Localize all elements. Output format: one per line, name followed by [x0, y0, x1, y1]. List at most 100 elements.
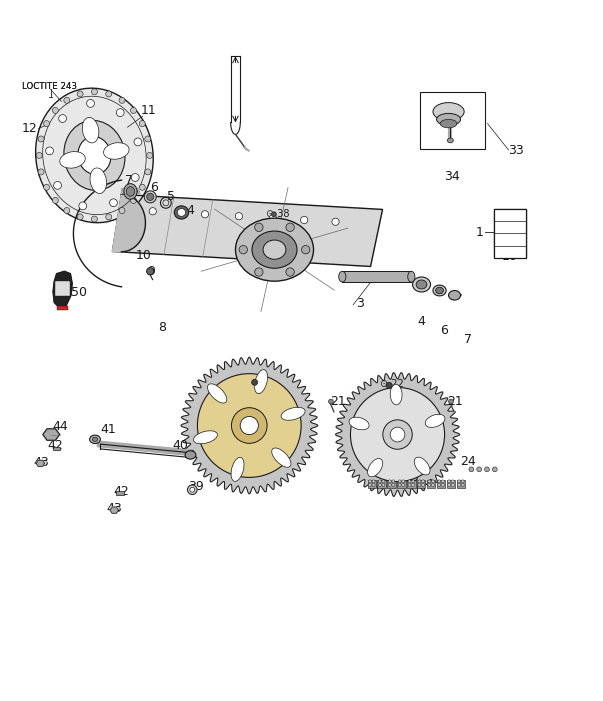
Circle shape	[36, 152, 42, 158]
Ellipse shape	[433, 285, 446, 296]
Circle shape	[438, 484, 441, 486]
Ellipse shape	[144, 191, 156, 203]
Ellipse shape	[339, 271, 346, 282]
Bar	[494, 210, 526, 257]
Text: 43: 43	[106, 502, 122, 515]
Circle shape	[388, 480, 391, 483]
Polygon shape	[336, 373, 459, 496]
Circle shape	[372, 484, 375, 486]
Circle shape	[251, 379, 257, 386]
Circle shape	[58, 114, 66, 123]
Ellipse shape	[449, 290, 461, 300]
Circle shape	[235, 212, 242, 220]
Circle shape	[201, 210, 209, 218]
Text: 42: 42	[48, 439, 63, 452]
Bar	[397, 479, 406, 488]
Circle shape	[451, 484, 454, 486]
Text: 7: 7	[125, 174, 133, 186]
Circle shape	[139, 121, 145, 127]
Circle shape	[432, 480, 434, 483]
Circle shape	[64, 207, 70, 214]
Text: 34: 34	[444, 170, 460, 183]
Circle shape	[447, 484, 450, 486]
Ellipse shape	[390, 427, 405, 442]
Ellipse shape	[231, 457, 244, 482]
Ellipse shape	[440, 119, 457, 128]
Circle shape	[441, 484, 444, 486]
Text: 4: 4	[418, 315, 426, 328]
Bar	[447, 479, 455, 488]
Text: 43: 43	[34, 456, 49, 469]
Text: ⊙ 22: ⊙ 22	[244, 376, 268, 386]
Circle shape	[43, 121, 49, 127]
Circle shape	[92, 216, 98, 222]
Bar	[53, 447, 60, 450]
Ellipse shape	[437, 114, 461, 125]
Text: 1: 1	[475, 226, 483, 239]
Bar	[343, 271, 411, 282]
Ellipse shape	[263, 240, 286, 259]
Circle shape	[332, 218, 339, 225]
Circle shape	[461, 484, 464, 486]
Circle shape	[412, 480, 415, 483]
Circle shape	[286, 223, 294, 231]
Circle shape	[149, 207, 156, 215]
Circle shape	[110, 199, 118, 207]
Polygon shape	[112, 194, 145, 252]
Text: 6: 6	[150, 181, 158, 193]
Circle shape	[378, 484, 381, 486]
Ellipse shape	[240, 416, 258, 435]
Ellipse shape	[207, 384, 227, 403]
Ellipse shape	[236, 218, 314, 281]
Circle shape	[92, 89, 98, 95]
Text: LOCTITE 243: LOCTITE 243	[22, 82, 77, 91]
Text: 21: 21	[447, 395, 463, 408]
Circle shape	[301, 217, 308, 224]
Circle shape	[438, 480, 441, 483]
Circle shape	[418, 484, 421, 486]
Circle shape	[52, 198, 58, 203]
Ellipse shape	[147, 193, 154, 200]
Text: 23: 23	[403, 470, 419, 484]
Circle shape	[372, 480, 375, 483]
Polygon shape	[43, 429, 60, 440]
Bar	[367, 479, 376, 488]
Ellipse shape	[126, 186, 134, 196]
Ellipse shape	[124, 184, 137, 199]
Text: 11: 11	[140, 104, 156, 117]
Text: 9: 9	[506, 239, 514, 252]
Text: 6: 6	[440, 324, 447, 337]
Ellipse shape	[414, 457, 430, 475]
Circle shape	[469, 467, 474, 472]
Ellipse shape	[390, 384, 402, 405]
Bar	[57, 306, 68, 311]
Circle shape	[130, 107, 136, 114]
Circle shape	[368, 484, 371, 486]
Circle shape	[477, 467, 482, 472]
Polygon shape	[110, 507, 118, 513]
Circle shape	[402, 480, 405, 483]
Circle shape	[145, 136, 151, 142]
Ellipse shape	[90, 435, 101, 444]
Circle shape	[392, 484, 395, 486]
Text: ⊙ 38: ⊙ 38	[266, 210, 289, 219]
Circle shape	[119, 207, 125, 214]
Circle shape	[493, 467, 497, 472]
Circle shape	[458, 484, 461, 486]
Text: 33: 33	[508, 144, 524, 156]
Text: 19: 19	[213, 411, 229, 424]
Bar	[494, 209, 526, 258]
Circle shape	[329, 399, 333, 404]
Circle shape	[388, 484, 391, 486]
Circle shape	[398, 484, 401, 486]
Text: 9: 9	[148, 266, 156, 278]
Polygon shape	[53, 271, 72, 307]
Ellipse shape	[435, 287, 443, 294]
Circle shape	[441, 480, 444, 483]
Circle shape	[134, 138, 142, 146]
Ellipse shape	[254, 369, 268, 394]
Polygon shape	[112, 194, 382, 266]
Text: 39: 39	[188, 479, 204, 493]
Circle shape	[46, 147, 54, 155]
Circle shape	[428, 480, 431, 483]
